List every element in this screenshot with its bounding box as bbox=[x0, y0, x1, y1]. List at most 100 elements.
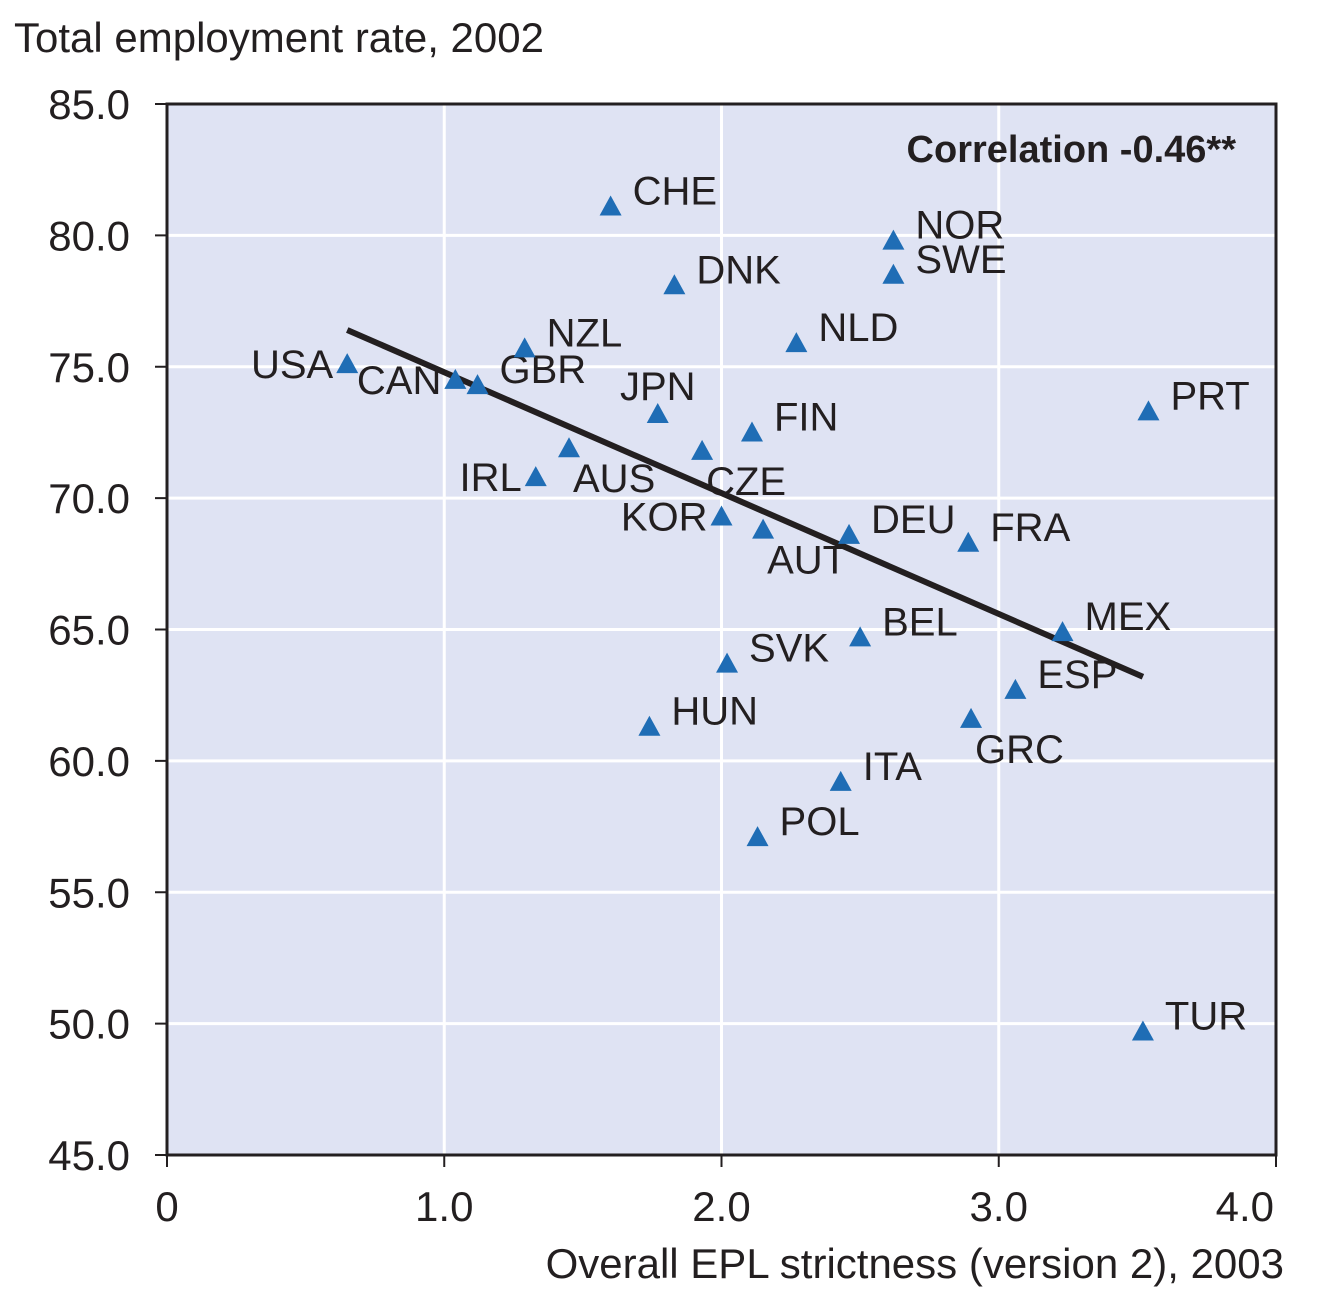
data-point-deu: DEU bbox=[838, 498, 955, 544]
data-point-aus: AUS bbox=[558, 437, 655, 501]
point-label: DEU bbox=[871, 498, 955, 542]
point-label: NOR bbox=[915, 204, 1004, 248]
triangle-marker bbox=[691, 439, 714, 460]
triangle-marker bbox=[638, 715, 661, 736]
data-point-ita: ITA bbox=[829, 745, 923, 791]
gridlines bbox=[167, 104, 1276, 1155]
point-label: JPN bbox=[620, 365, 696, 409]
triangle-marker bbox=[785, 332, 808, 353]
triangle-marker bbox=[1051, 621, 1074, 642]
correlation-annotation: Correlation -0.46** bbox=[907, 129, 1237, 171]
point-label: USA bbox=[251, 343, 334, 387]
y-tick-label: 65.0 bbox=[48, 607, 130, 654]
triangle-marker bbox=[663, 274, 686, 295]
y-tick-label: 85.0 bbox=[48, 81, 130, 128]
point-label: GBR bbox=[500, 348, 587, 392]
y-axis-ticks: 45.0 50.0 55.0 60.0 65.0 70.0 75.0 80.0 85.0 bbox=[48, 81, 167, 1179]
point-label: IRL bbox=[459, 456, 521, 500]
data-point-pol: POL bbox=[746, 800, 860, 847]
point-label: AUT bbox=[767, 539, 847, 583]
data-point-irl: IRL bbox=[459, 456, 547, 500]
y-axis-title: Total employment rate, 2002 bbox=[14, 14, 544, 61]
triangle-marker bbox=[710, 505, 733, 526]
point-label: BEL bbox=[882, 600, 958, 644]
point-label: ITA bbox=[863, 745, 923, 789]
data-point-aut: AUT bbox=[752, 518, 847, 583]
plot-frame bbox=[165, 102, 1278, 1157]
triangle-marker bbox=[336, 353, 359, 374]
point-label: DNK bbox=[696, 248, 781, 292]
data-point-nzl: NZL bbox=[513, 311, 623, 358]
data-point-nld: NLD bbox=[785, 306, 898, 353]
triangle-marker bbox=[740, 421, 763, 442]
triangle-marker bbox=[1004, 678, 1027, 699]
x-axis-ticks: 0 1.0 2.0 3.0 4.0 bbox=[155, 1155, 1277, 1230]
data-point-tur: TUR bbox=[1131, 995, 1247, 1041]
triangle-marker bbox=[1137, 400, 1160, 421]
data-point-gbr: GBR bbox=[466, 348, 587, 395]
data-point-svk: SVK bbox=[716, 627, 829, 673]
y-tick-label: 75.0 bbox=[48, 344, 130, 391]
x-tick-label: 2.0 bbox=[692, 1183, 750, 1230]
point-label: FIN bbox=[774, 395, 838, 439]
triangle-marker bbox=[444, 368, 467, 389]
point-label: AUS bbox=[573, 457, 655, 501]
triangle-marker bbox=[646, 403, 669, 424]
triangle-marker bbox=[599, 195, 622, 216]
triangle-marker bbox=[882, 229, 905, 250]
y-tick-label: 50.0 bbox=[48, 1001, 130, 1048]
point-label: KOR bbox=[621, 496, 708, 540]
point-label: TUR bbox=[1165, 995, 1247, 1039]
data-point-nor: NOR bbox=[882, 204, 1004, 250]
point-label: HUN bbox=[671, 690, 758, 734]
data-point-mex: MEX bbox=[1051, 595, 1172, 642]
triangle-marker bbox=[558, 437, 581, 458]
x-tick-label: 3.0 bbox=[970, 1183, 1028, 1230]
point-label: NLD bbox=[818, 306, 898, 350]
triangle-marker bbox=[1131, 1020, 1154, 1041]
triangle-marker bbox=[524, 466, 547, 487]
y-tick-label: 70.0 bbox=[48, 475, 130, 522]
data-point-che: CHE bbox=[599, 169, 717, 216]
triangle-marker bbox=[829, 770, 852, 791]
triangle-marker bbox=[466, 374, 489, 395]
data-point-fra: FRA bbox=[957, 506, 1071, 552]
data-point-dnk: DNK bbox=[663, 248, 781, 295]
triangle-marker bbox=[746, 826, 769, 847]
point-label: NZL bbox=[547, 311, 623, 355]
point-label: GRC bbox=[975, 728, 1064, 772]
y-tick-label: 45.0 bbox=[48, 1132, 130, 1179]
point-label: PRT bbox=[1170, 374, 1249, 418]
x-axis-title: Overall EPL strictness (version 2), 2003 bbox=[546, 1240, 1284, 1287]
point-label: CHE bbox=[633, 169, 717, 213]
data-point-cze: CZE bbox=[691, 439, 786, 504]
point-label: FRA bbox=[990, 506, 1070, 550]
point-label: POL bbox=[780, 800, 860, 844]
x-tick-label: 1.0 bbox=[415, 1183, 473, 1230]
point-label: MEX bbox=[1085, 595, 1172, 639]
y-tick-label: 55.0 bbox=[48, 869, 130, 916]
data-point-hun: HUN bbox=[638, 690, 758, 736]
point-label: SVK bbox=[749, 627, 829, 671]
data-point-usa: USA bbox=[251, 343, 359, 387]
triangle-marker bbox=[513, 337, 536, 358]
triangle-marker bbox=[838, 523, 861, 544]
data-point-esp: ESP bbox=[1004, 653, 1117, 699]
point-label: CZE bbox=[706, 460, 786, 504]
triangle-marker bbox=[957, 531, 980, 552]
triangle-marker bbox=[716, 652, 739, 673]
data-point-fin: FIN bbox=[740, 395, 838, 442]
triangle-marker bbox=[849, 626, 872, 647]
data-point-bel: BEL bbox=[849, 600, 958, 647]
point-label: ESP bbox=[1037, 653, 1117, 697]
y-tick-label: 80.0 bbox=[48, 212, 130, 259]
x-tick-label: 4.0 bbox=[1216, 1183, 1274, 1230]
data-point-can: CAN bbox=[357, 359, 467, 403]
data-point-swe: SWE bbox=[882, 238, 1007, 284]
data-point-prt: PRT bbox=[1137, 374, 1250, 421]
triangle-marker bbox=[960, 707, 983, 728]
point-label: SWE bbox=[915, 238, 1006, 282]
triangle-marker bbox=[882, 263, 905, 284]
